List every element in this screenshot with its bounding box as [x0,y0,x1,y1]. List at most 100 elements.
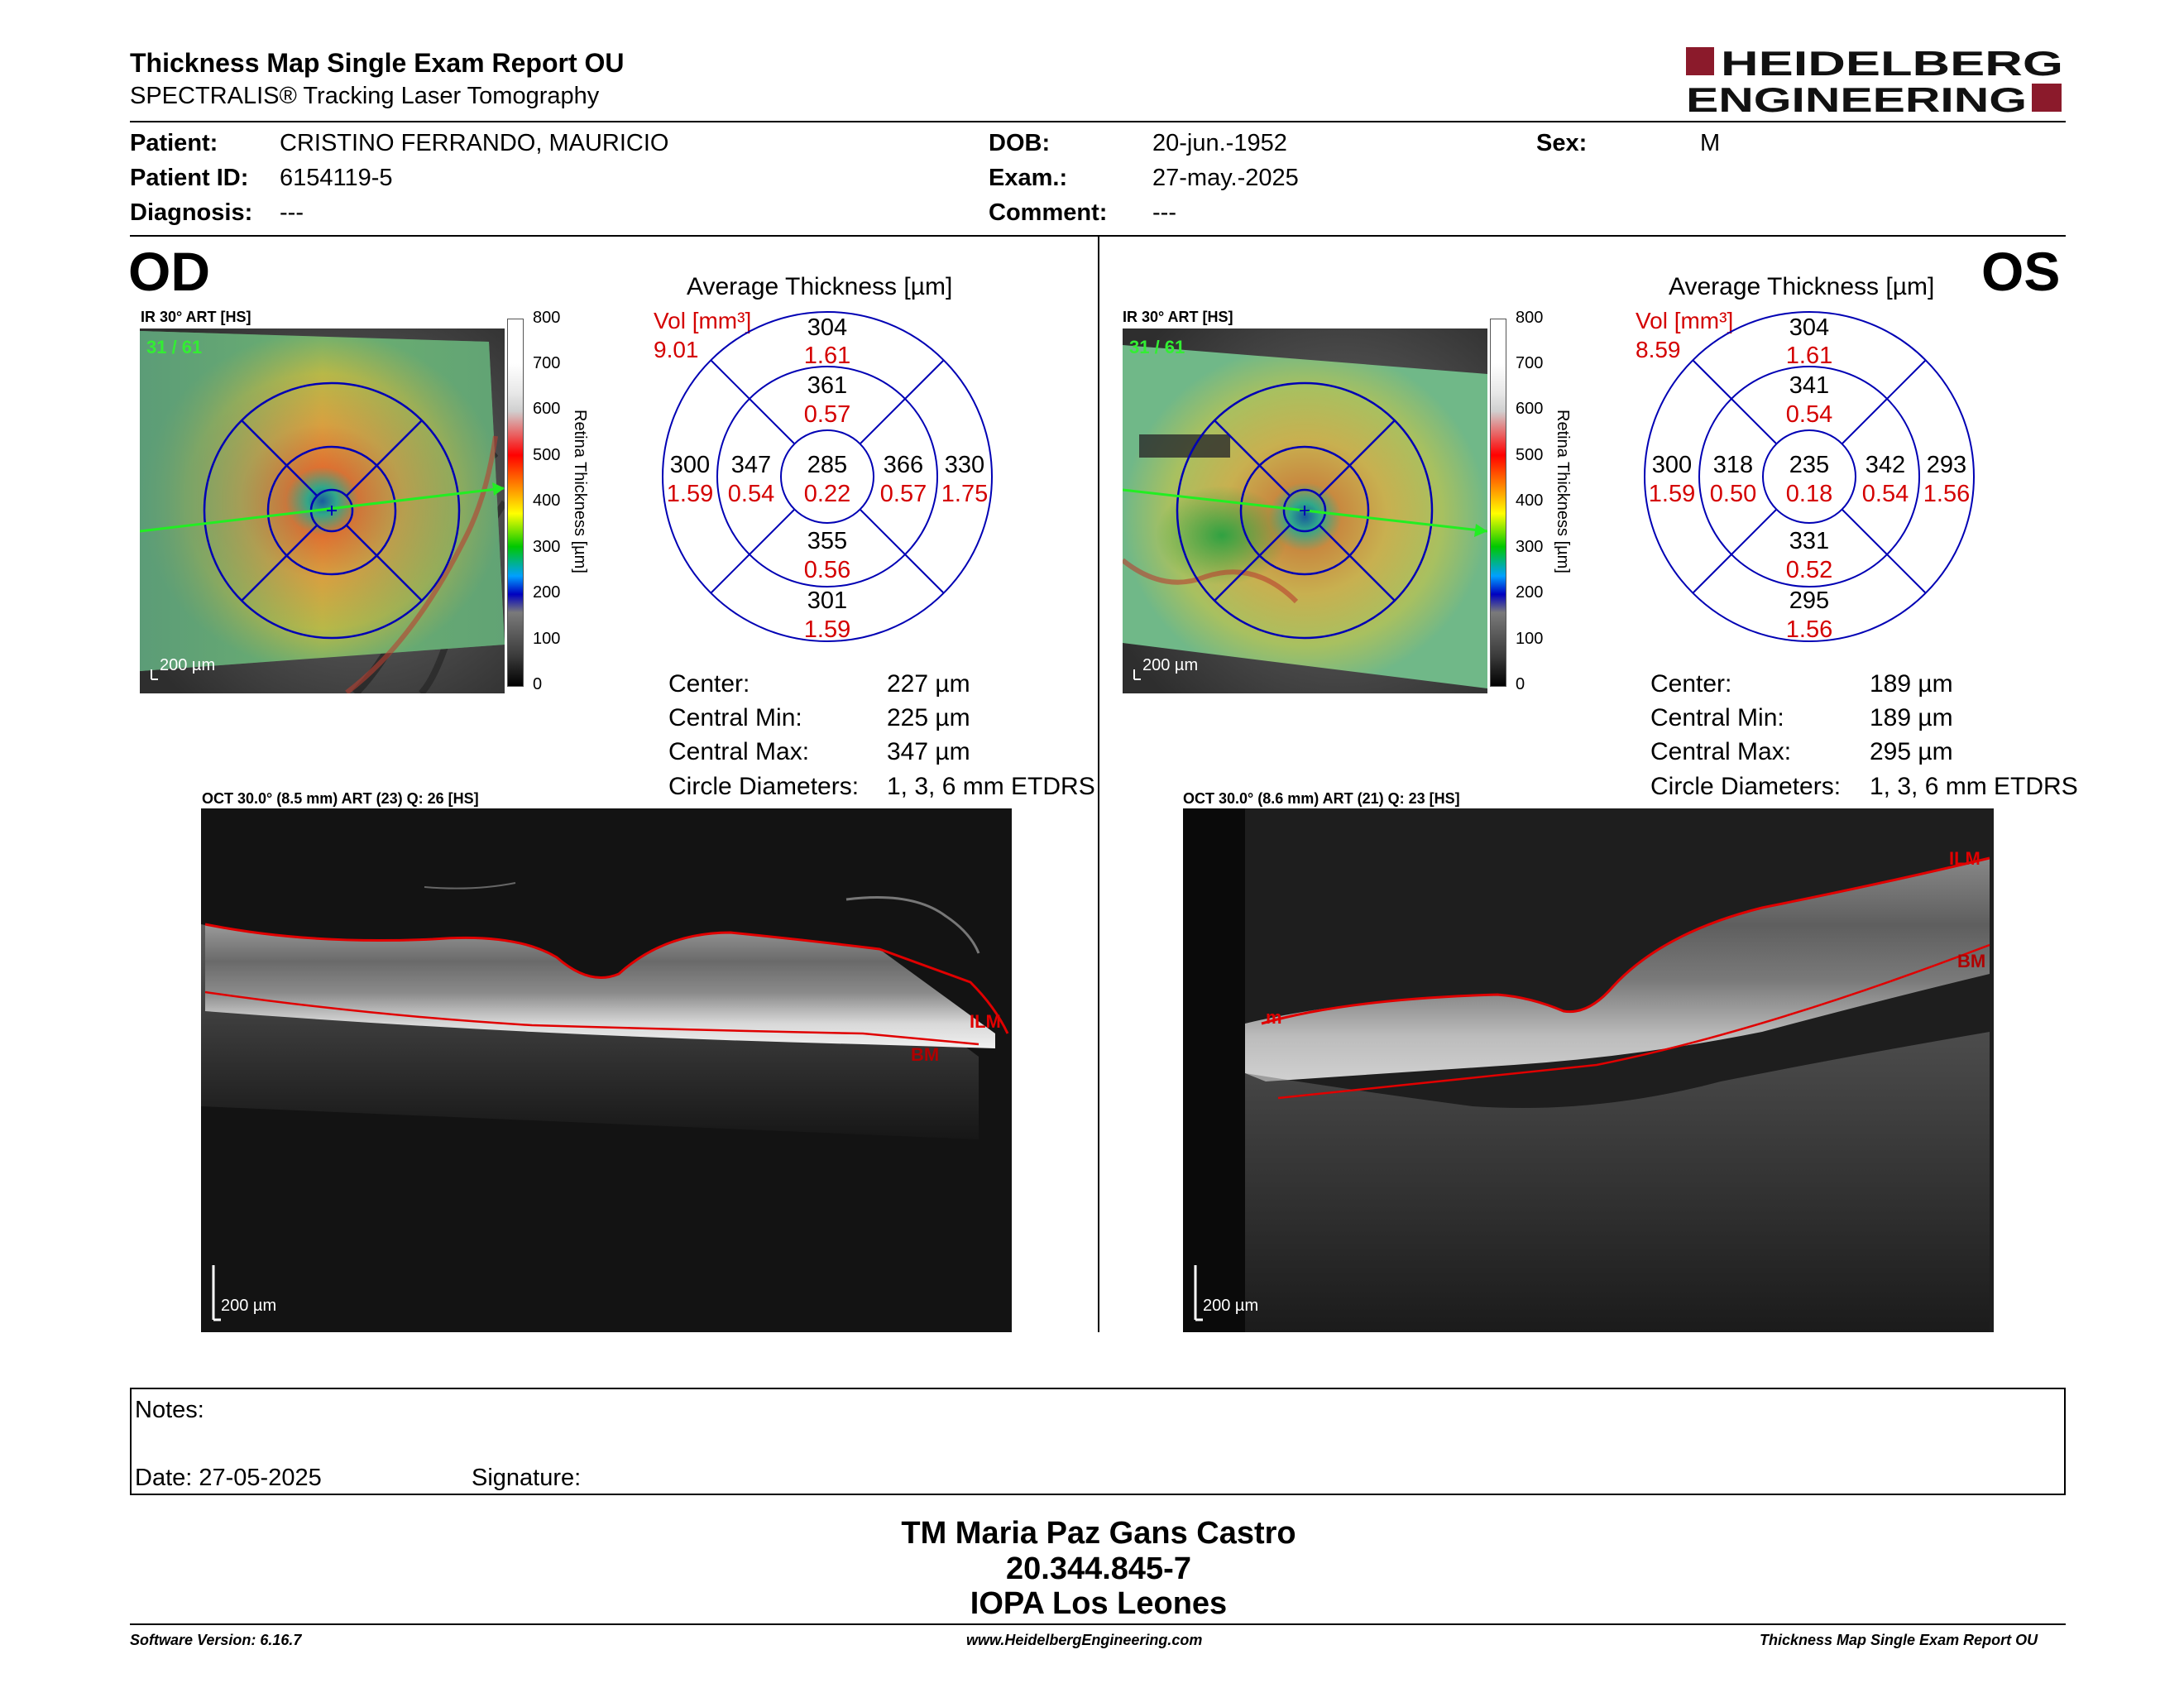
os-cb-tick: 400 [1516,492,1544,510]
patient-label: Patient: [130,130,218,156]
os-cb-tick: 800 [1516,309,1544,327]
os-eye-label: OS [1981,241,2061,302]
os-outer-sup-thickness: 304 [1789,314,1830,341]
os-colorbar-label: Retina Thickness [µm] [1554,410,1572,573]
os-inner-sup-volume: 0.54 [1785,401,1833,428]
od-diam-value: 1, 3, 6 mm ETDRS [887,773,1095,800]
od-outer-inf-thickness: 301 [807,587,848,614]
patient-id-label: Patient ID: [130,165,249,191]
od-max-label: Central Max: [668,738,810,765]
dob-label: DOB: [989,130,1051,156]
od-cb-tick: 200 [533,583,561,602]
od-max-value: 347 µm [887,738,970,765]
od-inner-inf-thickness: 355 [807,528,848,554]
os-oct-bscan: ILM BM m 200 µm [1183,808,1994,1332]
od-inner-tmp-volume: 0.54 [727,481,775,507]
sex-value: M [1700,130,1721,156]
od-colorbar-label: Retina Thickness [µm] [571,410,589,573]
heidelberg-logo: HEIDELBERG ENGINEERING [1686,44,2067,119]
od-cb-tick: 800 [533,309,561,327]
os-cb-tick: 700 [1516,354,1544,372]
od-bm-label: BM [911,1044,940,1065]
date-label: Date: 27-05-2025 [135,1465,322,1491]
comment-label: Comment: [989,199,1108,226]
os-outer-sup-volume: 1.61 [1785,343,1833,369]
os-inner-tmp-volume: 0.54 [1861,481,1909,507]
os-cb-tick: 0 [1516,675,1525,693]
od-outer-tmp-volume: 1.59 [666,481,714,507]
od-outer-tmp-thickness: 300 [669,452,711,478]
os-inner-inf-volume: 0.52 [1785,557,1833,583]
signer-name: TM Maria Paz Gans Castro [901,1516,1296,1551]
od-frame-counter: 31 / 61 [146,337,203,357]
os-vol-label: Vol [mm³] [1636,308,1734,333]
os-diam-value: 1, 3, 6 mm ETDRS [1870,773,2078,800]
os-cb-tick: 100 [1516,630,1544,648]
od-colorbar-ticks: 800 700 600 500 400 300 200 100 0 [529,309,563,693]
os-vol-total: 8.59 [1636,337,1681,362]
od-inner-nas-thickness: 366 [883,452,924,478]
os-cb-tick: 500 [1516,446,1544,464]
os-inner-nas-volume: 0.50 [1709,481,1757,507]
os-outer-tmp-volume: 1.56 [1923,481,1971,507]
exam-value: 27-may.-2025 [1152,165,1299,191]
os-outer-nas-volume: 1.59 [1648,481,1696,507]
website-link[interactable]: www.HeidelbergEngineering.com [966,1632,1203,1648]
os-thickness-map: 31 / 61 200 µm [1121,328,1488,693]
notes-box[interactable] [130,1388,2066,1495]
od-inner-inf-volume: 0.56 [803,557,851,583]
od-etdrs-grid: 304 1.61 361 0.57 285 0.22 355 0.56 301 … [662,311,993,643]
os-max-value: 295 µm [1870,738,1953,765]
clinic-name: IOPA Los Leones [970,1586,1228,1621]
od-inner-tmp-thickness: 347 [730,452,772,478]
od-diam-label: Circle Diameters: [668,773,860,800]
od-cb-tick: 700 [533,354,561,372]
od-outer-nas-thickness: 330 [944,452,985,478]
os-ilm-left-label: m [1266,1007,1282,1028]
software-version: Software Version: 6.16.7 [130,1632,302,1648]
os-map-scale: 200 µm [1142,656,1199,674]
os-outer-nas-thickness: 300 [1651,452,1693,478]
os-avg-title: Average Thickness [µm] [1669,273,1935,300]
od-cb-tick: 500 [533,446,561,464]
logo-line1: HEIDELBERG [1721,46,2063,83]
os-inner-sup-thickness: 341 [1789,372,1830,399]
os-cb-tick: 300 [1516,538,1544,556]
os-center-thickness: 235 [1789,452,1830,478]
os-diam-label: Circle Diameters: [1650,773,1842,800]
od-ilm-label: ILM [970,1011,1001,1032]
od-oct-bscan: ILM BM 200 µm [201,808,1012,1332]
od-outer-sup-volume: 1.61 [803,343,851,369]
od-outer-sup-thickness: 304 [807,314,848,341]
os-etdrs-grid: 304 1.61 341 0.54 235 0.18 331 0.52 295 … [1644,311,1975,643]
footer-report-name: Thickness Map Single Exam Report OU [1760,1632,2038,1648]
exam-label: Exam.: [989,165,1068,191]
logo-line2: ENGINEERING [1686,80,2027,115]
notes-label: Notes: [135,1397,204,1423]
od-cb-tick: 100 [533,630,561,648]
os-inner-tmp-thickness: 342 [1865,452,1906,478]
os-oct-label: OCT 30.0° (8.6 mm) ART (21) Q: 23 [HS] [1183,790,1460,807]
patient-name: CRISTINO FERRANDO, MAURICIO [280,130,669,156]
os-cb-tick: 600 [1516,400,1544,418]
od-cb-tick: 400 [533,492,561,510]
signature-label: Signature: [472,1465,582,1491]
os-min-value: 189 µm [1870,704,1953,731]
diagnosis-label: Diagnosis: [130,199,253,226]
od-oct-label: OCT 30.0° (8.5 mm) ART (23) Q: 26 [HS] [202,790,479,807]
od-vol-total: 9.01 [654,337,699,362]
od-thickness-map: 31 / 61 200 µm [139,328,508,697]
od-inner-sup-thickness: 361 [807,372,848,399]
os-center-volume: 0.18 [1785,481,1833,507]
od-center-volume: 0.22 [803,481,851,507]
os-max-label: Central Max: [1650,738,1792,765]
os-oct-scale: 200 µm [1203,1297,1259,1315]
diagnosis-value: --- [280,199,304,226]
od-avg-title: Average Thickness [µm] [687,273,953,300]
od-min-value: 225 µm [887,704,970,731]
od-colorbar [507,319,524,687]
od-inner-nas-volume: 0.57 [879,481,927,507]
od-eye-label: OD [128,241,210,302]
od-center-label: Center: [668,670,750,698]
os-colorbar-ticks: 800 700 600 500 400 300 200 100 0 [1512,309,1545,693]
